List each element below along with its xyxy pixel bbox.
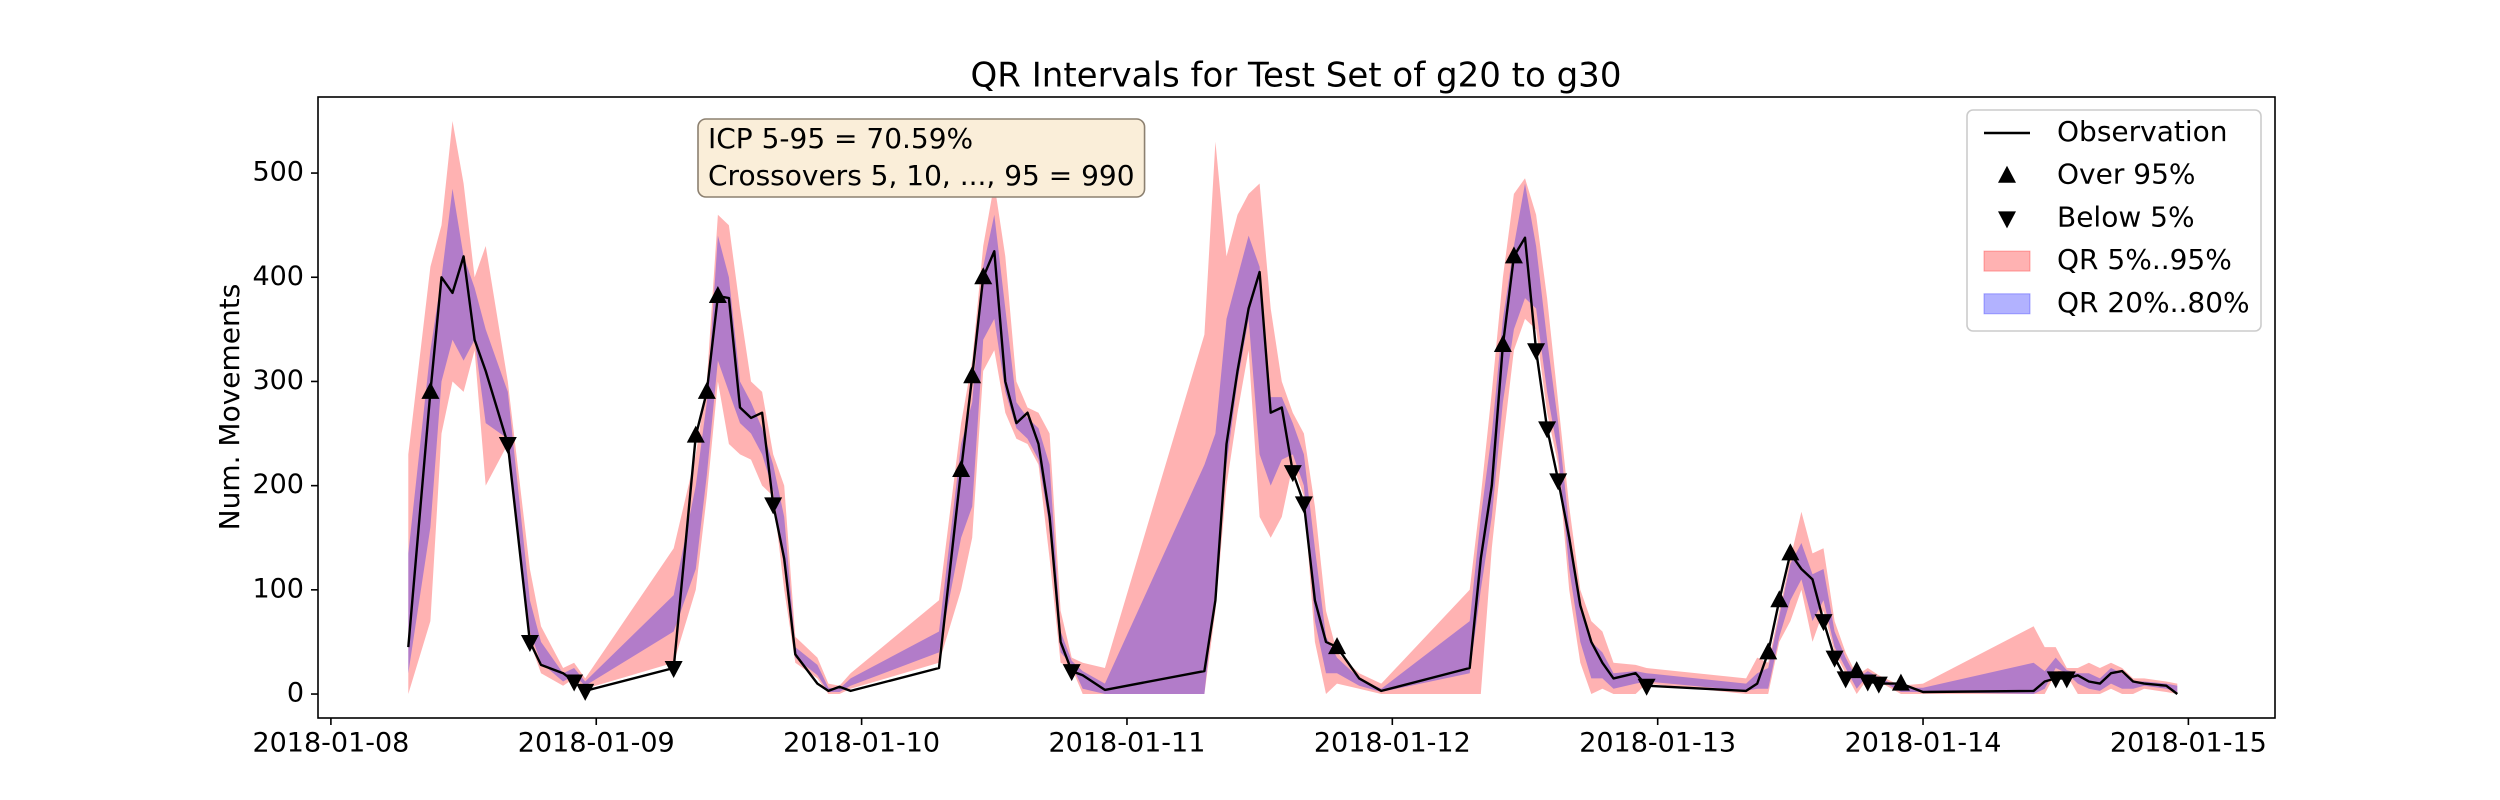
band-area xyxy=(408,183,2178,694)
marker xyxy=(1328,637,1347,655)
legend-box xyxy=(1966,109,2262,332)
marker xyxy=(1294,496,1313,514)
marker xyxy=(963,366,982,384)
x-tick-label: 2018-01-15 xyxy=(2110,728,2267,759)
x-tick-label: 2018-01-10 xyxy=(783,728,940,759)
chart-title: QR Intervals for Test Set of g20 to g30 xyxy=(971,56,1622,96)
marker xyxy=(565,674,584,692)
x-tick-label: 2018-01-13 xyxy=(1579,728,1736,759)
annotation-box xyxy=(697,118,1146,198)
marker xyxy=(1869,676,1888,694)
marker xyxy=(1781,543,1800,561)
legend-swatch xyxy=(1998,211,2016,229)
marker xyxy=(1637,678,1656,696)
legend-swatch xyxy=(1998,165,2016,183)
marker xyxy=(1770,590,1789,608)
marker xyxy=(1283,465,1302,483)
annotation-text: ICP 5-95 = 70.59% xyxy=(708,122,973,155)
y-tick-label: 0 xyxy=(287,678,304,709)
marker xyxy=(1759,642,1778,660)
marker xyxy=(421,381,440,399)
marker xyxy=(664,660,683,678)
marker xyxy=(576,683,595,701)
legend-label: Observation xyxy=(2057,115,2228,148)
plot-area xyxy=(407,121,2179,701)
marker xyxy=(1836,671,1855,689)
marker xyxy=(1814,614,1833,632)
legend-swatch xyxy=(1983,293,2031,315)
marker xyxy=(1527,343,1546,361)
y-tick-label: 300 xyxy=(252,365,304,396)
x-tick-label: 2018-01-12 xyxy=(1314,728,1471,759)
legend-swatch xyxy=(1983,250,2031,272)
marker xyxy=(974,267,993,285)
x-tick-label: 2018-01-09 xyxy=(518,728,675,759)
legend-label: Below 5% xyxy=(2057,200,2195,233)
marker xyxy=(697,381,716,399)
plot-frame xyxy=(317,96,2276,719)
marker xyxy=(1504,246,1523,264)
marker xyxy=(708,286,727,304)
marker xyxy=(952,460,971,478)
y-axis-label: Num. Movements xyxy=(213,284,246,531)
annotation-text: Crossovers 5, 10, ..., 95 = 990 xyxy=(708,159,1135,192)
marker xyxy=(1825,650,1844,668)
marker xyxy=(520,634,539,652)
marker xyxy=(1062,664,1081,682)
marker xyxy=(1493,334,1512,352)
legend-label: QR 5%..95% xyxy=(2057,243,2232,276)
y-tick-label: 200 xyxy=(252,469,304,500)
x-tick-label: 2018-01-08 xyxy=(252,728,409,759)
legend-label: QR 20%..80% xyxy=(2057,286,2250,319)
band-area xyxy=(408,121,2178,694)
y-tick-label: 400 xyxy=(252,261,304,292)
y-tick-label: 100 xyxy=(252,573,304,604)
marker xyxy=(498,436,517,454)
marker xyxy=(1549,473,1568,491)
x-tick-label: 2018-01-14 xyxy=(1845,728,2002,759)
marker xyxy=(1891,673,1910,691)
marker xyxy=(686,425,705,443)
marker xyxy=(1538,421,1557,439)
marker xyxy=(2057,671,2076,689)
legend-label: Over 95% xyxy=(2057,158,2195,191)
x-tick-label: 2018-01-11 xyxy=(1049,728,1206,759)
y-tick-label: 500 xyxy=(252,157,304,188)
marker xyxy=(764,497,783,515)
